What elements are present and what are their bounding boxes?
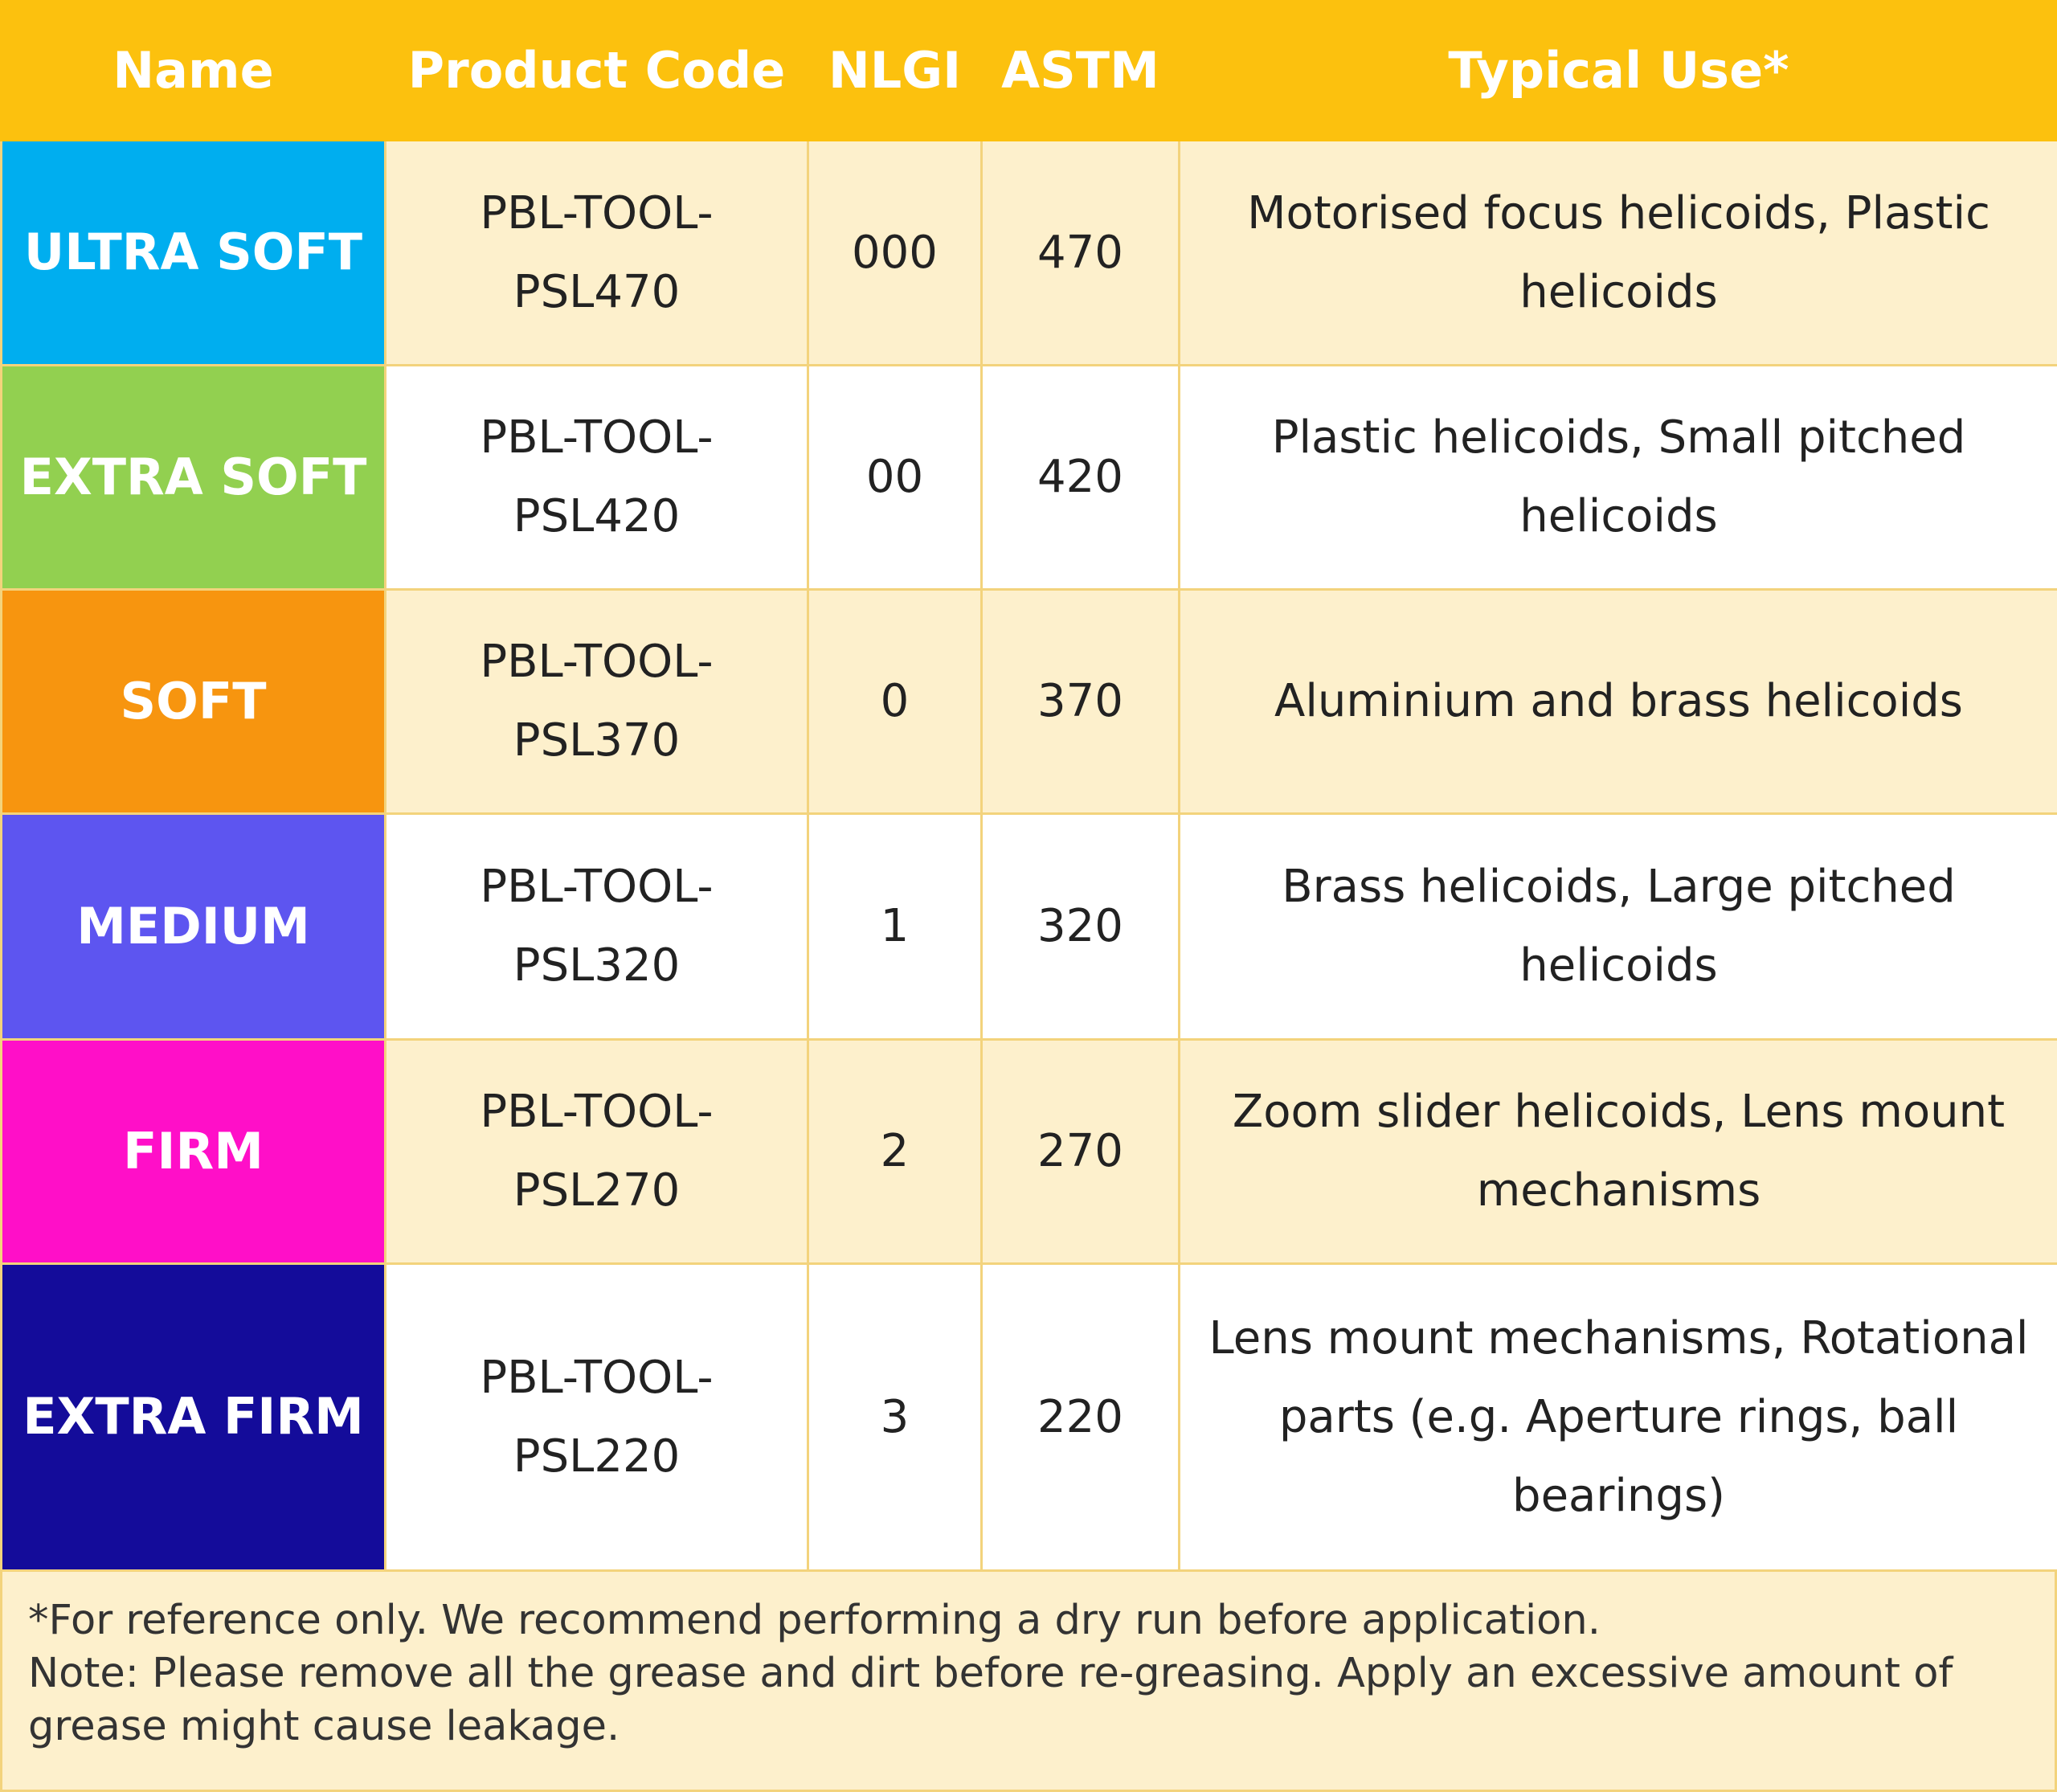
header-cell: ASTM <box>980 0 1180 141</box>
cell: 00 <box>807 364 983 591</box>
table-row: FIRM PBL-TOOL-PSL270 2 270 Zoom slider helic… <box>0 1038 2057 1265</box>
cell: Brass helicoids, Large pitched helicoids <box>1178 812 2057 1041</box>
table-row: ULTRA SOFT PBL-TOOL-PSL470 000 470 Motorised… <box>0 139 2057 366</box>
name-cell: SOFT <box>0 588 386 815</box>
cell: PBL-TOOL-PSL320 <box>384 812 809 1041</box>
cell: 470 <box>980 139 1180 366</box>
cell: PBL-TOOL-PSL220 <box>384 1262 809 1572</box>
name-cell: ULTRA SOFT <box>0 139 386 366</box>
header-cell: Typical Use* <box>1178 0 2057 141</box>
grease-table: Name Product Code NLGI ASTM Typical Use* ULT… <box>0 0 2057 1572</box>
cell: 370 <box>980 588 1180 815</box>
cell: Aluminium and brass helicoids <box>1178 588 2057 815</box>
cell: PBL-TOOL-PSL470 <box>384 139 809 366</box>
table-row: MEDIUM PBL-TOOL-PSL320 1 320 Brass helicoids… <box>0 812 2057 1041</box>
name-cell: EXTRA FIRM <box>0 1262 386 1572</box>
cell: 000 <box>807 139 983 366</box>
cell: PBL-TOOL-PSL420 <box>384 364 809 591</box>
name-cell: EXTRA SOFT <box>0 364 386 591</box>
table-row: SOFT PBL-TOOL-PSL370 0 370 Aluminium and bra… <box>0 588 2057 815</box>
header-row: Name Product Code NLGI ASTM Typical Use* <box>0 0 2057 141</box>
cell: Lens mount mechanisms, Rotational parts … <box>1178 1262 2057 1572</box>
cell: 220 <box>980 1262 1180 1572</box>
table-row: EXTRA SOFT PBL-TOOL-PSL420 00 420 Plastic he… <box>0 364 2057 591</box>
cell: 420 <box>980 364 1180 591</box>
cell: 270 <box>980 1038 1180 1265</box>
product-code: PBL-TOOL-PSL370 <box>480 636 714 767</box>
cell: 0 <box>807 588 983 815</box>
header-cell: Name <box>0 0 386 141</box>
name-cell: FIRM <box>0 1038 386 1265</box>
table-row: EXTRA FIRM PBL-TOOL-PSL220 3 220 Lens mount … <box>0 1262 2057 1572</box>
name-cell: MEDIUM <box>0 812 386 1041</box>
product-code: PBL-TOOL-PSL220 <box>480 1351 714 1483</box>
cell: Motorised focus helicoids, Plastic helic… <box>1178 139 2057 366</box>
product-code: PBL-TOOL-PSL270 <box>480 1086 714 1217</box>
cell: Zoom slider helicoids, Lens mount mechan… <box>1178 1038 2057 1265</box>
footer-note: *For reference only. We recommend perfor… <box>28 1597 1601 1644</box>
cell: PBL-TOOL-PSL370 <box>384 588 809 815</box>
product-code: PBL-TOOL-PSL470 <box>480 186 714 318</box>
header-cell: NLGI <box>807 0 983 141</box>
cell: 3 <box>807 1262 983 1572</box>
cell: Plastic helicoids, Small pitched helicoi… <box>1178 364 2057 591</box>
cell: 2 <box>807 1038 983 1265</box>
product-code: PBL-TOOL-PSL320 <box>480 861 714 992</box>
footer: *For reference only. We recommend perfor… <box>0 1572 2057 1792</box>
cell: PBL-TOOL-PSL270 <box>384 1038 809 1265</box>
cell: 1 <box>807 812 983 1041</box>
header-cell: Product Code <box>384 0 809 141</box>
cell: 320 <box>980 812 1180 1041</box>
footer-note: Note: Please remove all the grease and d… <box>28 1650 1953 1750</box>
product-code: PBL-TOOL-PSL420 <box>480 411 714 542</box>
